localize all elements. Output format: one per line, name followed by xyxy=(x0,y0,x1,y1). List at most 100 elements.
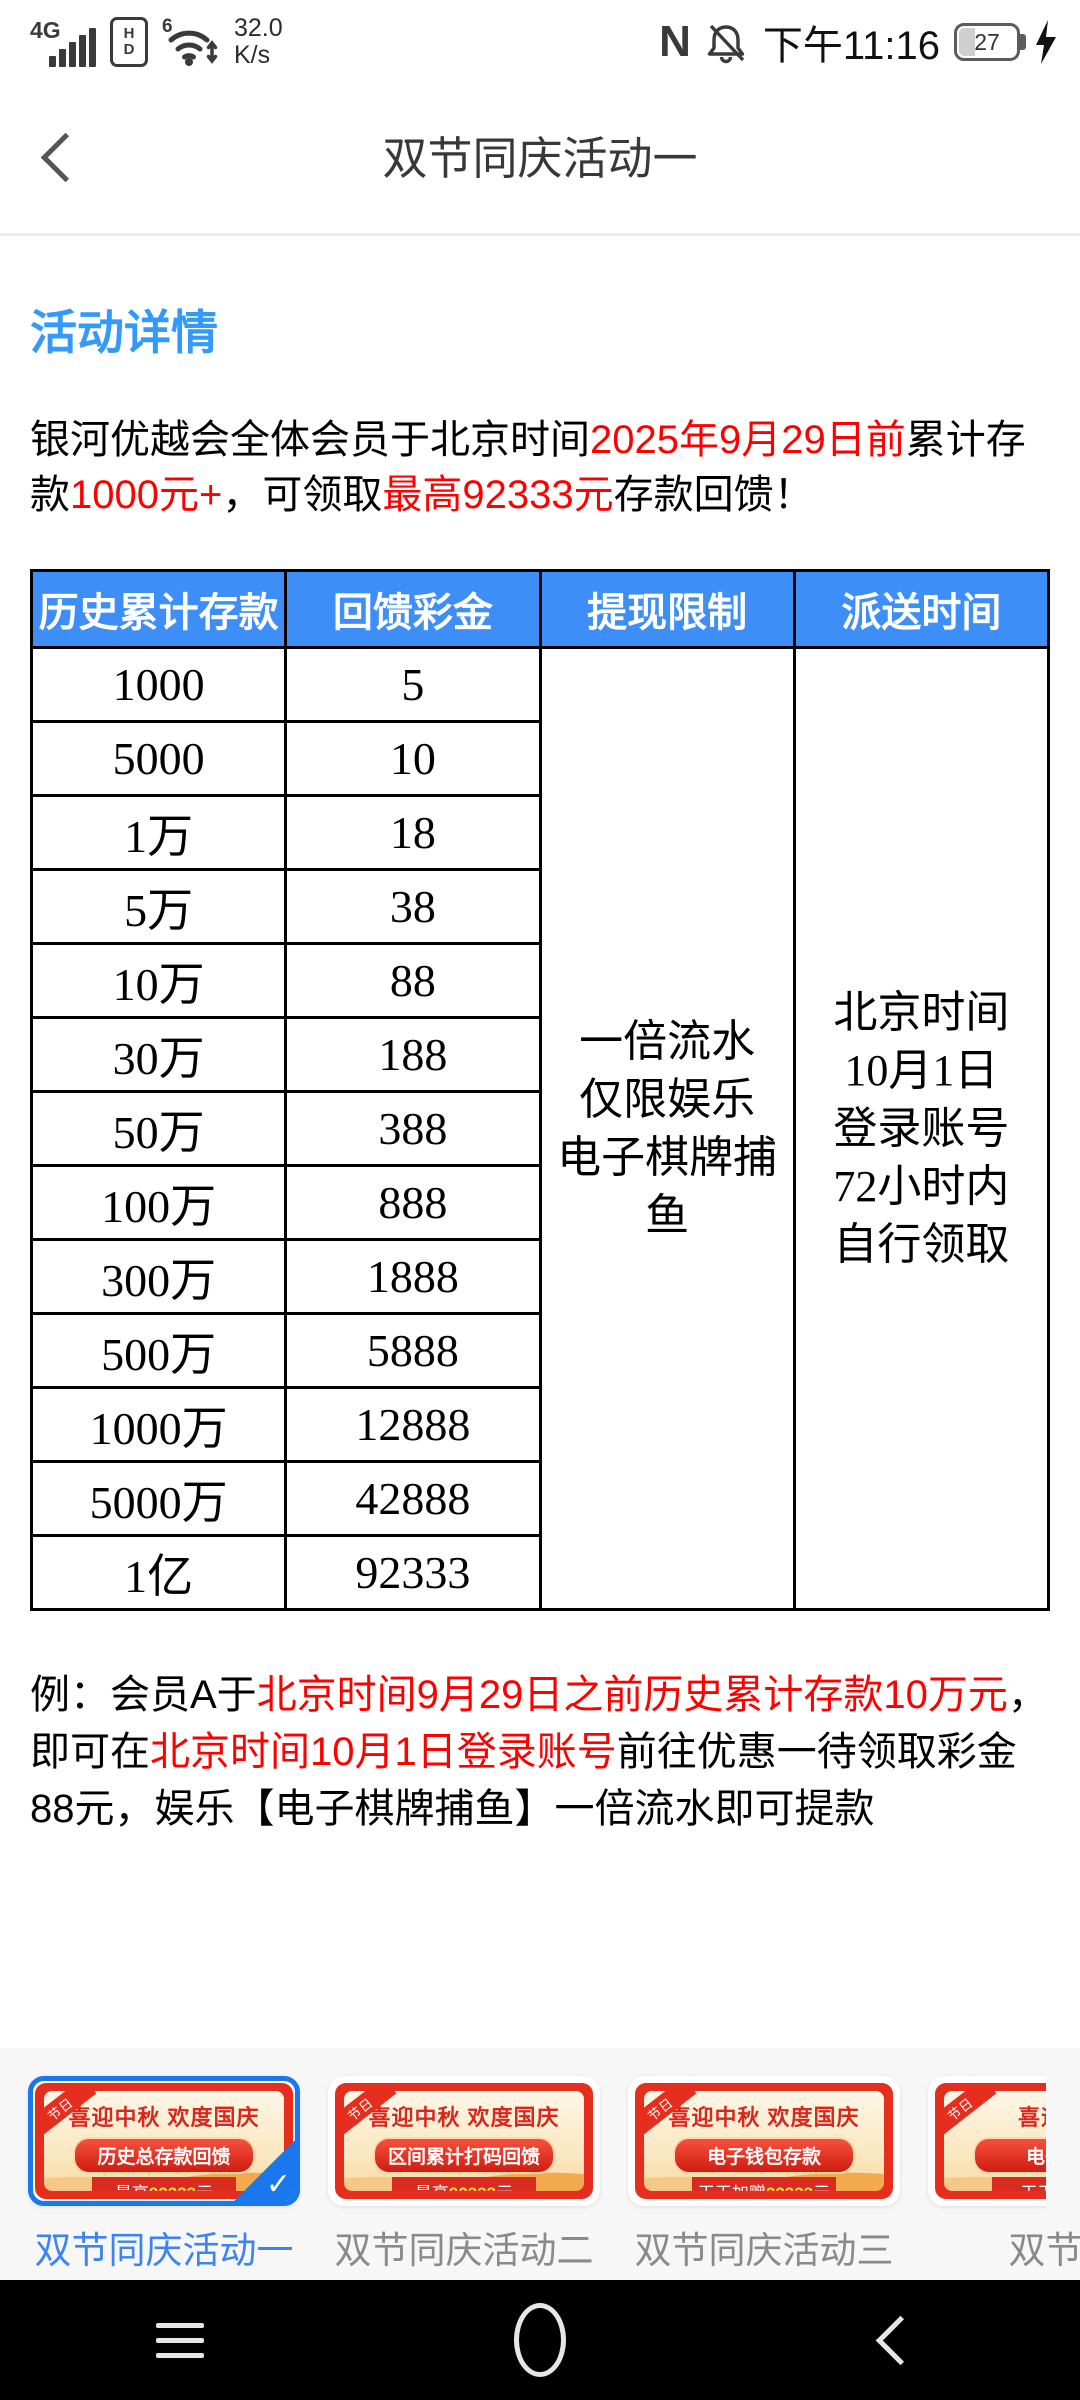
banner-pill-label: 历史总存款回馈 xyxy=(72,2137,256,2174)
page-title: 双节同庆活动一 xyxy=(382,133,698,184)
bonus-table: 历史累计存款 回馈彩金 提现限制 派送时间 1000 5 一倍流水 仅限娱乐 电子棋牌捕… xyxy=(29,569,1051,1611)
banner-headline: 喜迎中秋 欢度国庆 xyxy=(68,2105,260,2130)
bonus-cell: 10 xyxy=(284,720,542,797)
body-text: ，可领取 xyxy=(222,473,383,517)
nfc-icon: N xyxy=(659,17,691,66)
table-row: 300万 1888 xyxy=(29,1238,1049,1315)
activity-thumb-label[interactable]: 双节同庆活动二 xyxy=(334,2230,594,2271)
highlight-text: 北京时间10月1日登录账号 xyxy=(150,1730,617,1774)
deposit-cell: 300万 xyxy=(29,1238,288,1315)
activity-thumb-label[interactable]: 双节同庆活动一 xyxy=(34,2230,294,2271)
amount-suffix: 元 xyxy=(813,2184,830,2191)
table-row: 10万 88 xyxy=(29,942,1049,1019)
bonus-cell: 888 xyxy=(284,1164,542,1241)
deposit-cell: 500万 xyxy=(29,1312,288,1389)
status-bar: 4G H D 6 xyxy=(0,0,1080,84)
banner-headline: 喜迎中秋 欢度国庆 xyxy=(368,2105,560,2130)
activity-thumb-label[interactable]: 双节同庆活动三 xyxy=(634,2230,894,2271)
intro-paragraph: 银河优越会全体会员于北京时间2025年9月29日前累计存款1000元+，可领取最… xyxy=(30,413,1050,523)
deposit-cell: 1万 xyxy=(29,794,288,871)
battery-percent: 27 xyxy=(974,28,1000,55)
network-speed-unit: K/s xyxy=(234,41,271,69)
amount-prefix: 最高 xyxy=(415,2184,449,2191)
clock-time: 下午11:16 xyxy=(762,24,940,68)
amount-prefix: 最高 xyxy=(115,2184,149,2191)
table-row: 1000 5 一倍流水 仅限娱乐 电子棋牌捕鱼 北京时间 10月1日 登录账号 72小时内 自行领… xyxy=(29,646,1051,1611)
charging-bolt-icon xyxy=(1036,20,1056,64)
body-text: 存款回馈！ xyxy=(613,473,814,517)
highlight-text: 1000元+ xyxy=(70,473,223,517)
bonus-cell: 188 xyxy=(284,1016,542,1093)
bonus-cell: 1888 xyxy=(284,1238,542,1315)
network-speed: 32.0 K/s xyxy=(234,15,283,69)
col-header-deposit: 历史累计存款 xyxy=(29,569,288,649)
deposit-cell: 50万 xyxy=(29,1090,288,1167)
deposit-cell: 1000万 xyxy=(29,1386,288,1463)
col-header-bonus: 回馈彩金 xyxy=(284,569,542,649)
deposit-cell: 30万 xyxy=(29,1016,288,1093)
system-back-icon xyxy=(875,2315,925,2365)
deposit-cell: 1000 xyxy=(29,646,288,723)
highlight-text: 2025年9月29日前 xyxy=(590,418,906,462)
system-nav-bar xyxy=(0,2280,1080,2400)
bonus-cell: 18 xyxy=(284,794,542,871)
deposit-cell: 10万 xyxy=(29,942,288,1019)
cellular-signal-icon: 4G xyxy=(30,13,96,71)
status-right-group: N 下午11:16 27 xyxy=(659,13,1058,71)
bonus-cell: 388 xyxy=(284,1090,542,1167)
network-type-label: 4G xyxy=(30,17,61,43)
table-row: 30万 188 xyxy=(29,1016,1049,1093)
delivery-time-cell: 北京时间 10月1日 登录账号 72小时内 自行领取 xyxy=(792,646,1051,1611)
banner-pill-label: 区间累计打码回馈 xyxy=(372,2137,556,2174)
bonus-cell: 88 xyxy=(284,942,542,1019)
highlight-text: 最高92333元 xyxy=(382,473,614,517)
body-text: 前往优惠一待领取彩金88元，娱乐【电子棋牌捕鱼】一倍流水即可提款 xyxy=(30,1730,1017,1831)
home-button[interactable] xyxy=(360,2280,720,2400)
deposit-cell: 5000 xyxy=(29,720,288,797)
example-paragraph: 例：会员A于北京时间9月29日之前历史累计存款10万元，即可在北京时间10月1日… xyxy=(30,1667,1050,1838)
bonus-cell: 5888 xyxy=(284,1312,542,1389)
table-row: 1000万 12888 xyxy=(29,1386,1049,1463)
system-back-button[interactable] xyxy=(720,2280,1080,2400)
wifi-icon: 6 xyxy=(162,16,220,68)
table-row: 5000万 42888 xyxy=(29,1460,1049,1537)
bell-muted-icon xyxy=(707,24,745,64)
table-row: 500万 5888 xyxy=(29,1312,1049,1389)
deposit-cell: 100万 xyxy=(29,1164,288,1241)
carousel-edge-mask xyxy=(1046,2074,1080,2210)
body-text: 例：会员A于 xyxy=(30,1673,257,1717)
table-row: 50万 388 xyxy=(29,1090,1049,1167)
bonus-cell: 12888 xyxy=(284,1386,542,1463)
network-speed-value: 32.0 xyxy=(234,14,283,42)
amount-value: 22333 xyxy=(766,2184,813,2191)
bonus-cell: 38 xyxy=(284,868,542,945)
withdraw-limit-cell: 一倍流水 仅限娱乐 电子棋牌捕鱼 xyxy=(538,646,796,1611)
bonus-cell: 5 xyxy=(284,646,542,723)
amount-value: 92333 xyxy=(149,2184,196,2191)
banner-amount-strip: 天天加赠22333元 xyxy=(692,2177,836,2191)
amount-prefix: 天天加赠 xyxy=(698,2184,766,2191)
signal-bars-icon xyxy=(49,28,96,67)
highlight-text: 北京时间9月29日之前历史累计存款10万元 xyxy=(256,1673,1008,1717)
table-row: 1亿 92333 xyxy=(29,1534,1049,1611)
activity-detail: 活动详情 银河优越会全体会员于北京时间2025年9月29日前累计存款1000元+… xyxy=(0,236,1080,1838)
wifi-gen-label: 6 xyxy=(162,16,173,37)
table-row: 100万 888 xyxy=(29,1164,1049,1241)
bonus-cell: 92333 xyxy=(284,1534,542,1611)
recents-button[interactable] xyxy=(0,2280,360,2400)
volte-h: H xyxy=(123,25,135,42)
amount-value: 92333 xyxy=(449,2184,496,2191)
selected-check-icon: ✓ xyxy=(234,2140,295,2201)
table-header-row: 历史累计存款 回馈彩金 提现限制 派送时间 xyxy=(29,569,1051,649)
activity-thumb-label[interactable]: 双节同 xyxy=(1008,2230,1080,2271)
